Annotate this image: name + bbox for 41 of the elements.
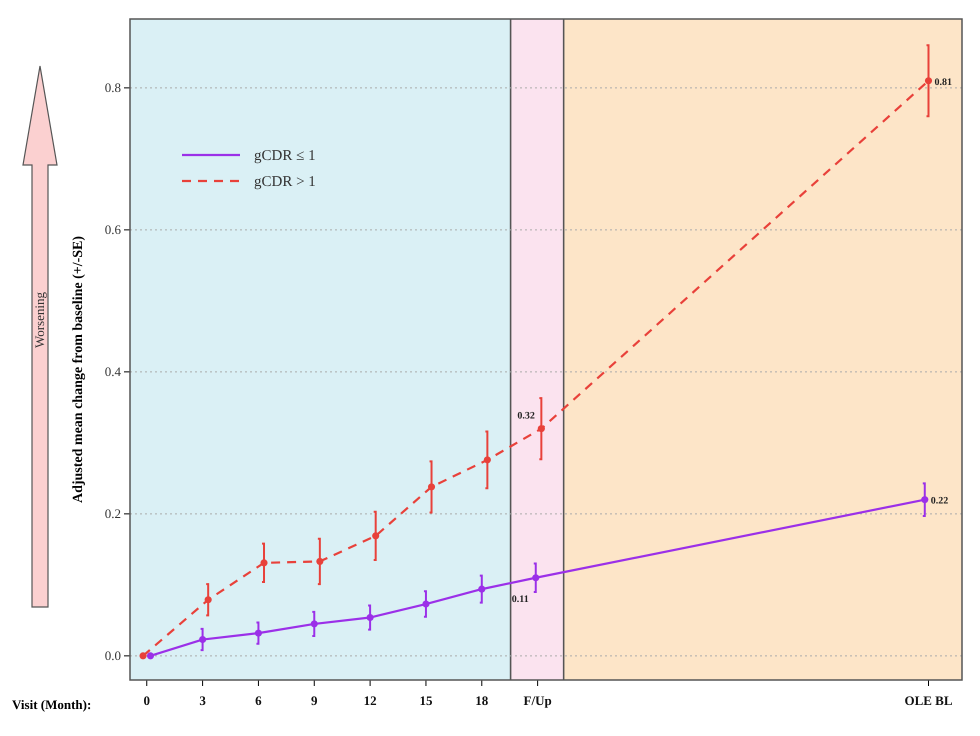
point bbox=[204, 596, 212, 604]
y-tick-label: 0.4 bbox=[104, 364, 122, 380]
x-tick-label: 0 bbox=[144, 693, 150, 708]
point bbox=[316, 558, 324, 565]
legend-label: gCDR > 1 bbox=[254, 174, 316, 190]
x-tick-label: OLE BL bbox=[904, 693, 953, 708]
point bbox=[422, 600, 430, 608]
point bbox=[372, 532, 380, 540]
x-tick-label: 3 bbox=[199, 693, 206, 708]
point bbox=[478, 586, 486, 593]
y-tick-label: 0.0 bbox=[104, 648, 121, 664]
point bbox=[310, 620, 318, 628]
point bbox=[146, 652, 154, 660]
y-tick-label: 0.8 bbox=[104, 80, 121, 96]
x-tick-label: 6 bbox=[255, 693, 262, 708]
point bbox=[532, 574, 540, 582]
point bbox=[139, 652, 147, 660]
point bbox=[921, 496, 928, 504]
x-tick-label: F/Up bbox=[524, 693, 552, 708]
x-axis-title: Visit (Month): bbox=[12, 697, 92, 712]
point bbox=[538, 425, 545, 432]
data-label: 0.32 bbox=[517, 410, 535, 422]
y-tick-label: 0.6 bbox=[104, 222, 122, 238]
point bbox=[366, 614, 374, 622]
y-tick-label: 0.2 bbox=[104, 506, 121, 522]
data-label: 0.22 bbox=[930, 496, 948, 507]
point bbox=[428, 483, 436, 490]
point bbox=[199, 636, 206, 644]
point bbox=[254, 630, 262, 637]
point bbox=[260, 559, 268, 566]
x-tick-label: 12 bbox=[364, 693, 377, 708]
text: Worsening bbox=[32, 292, 47, 348]
x-tick-label: 18 bbox=[475, 693, 489, 708]
data-label: 0.11 bbox=[512, 594, 529, 605]
x-tick-label: 15 bbox=[419, 693, 433, 708]
x-tick-label: 9 bbox=[311, 693, 318, 708]
legend-label: gCDR ≤ 1 bbox=[254, 148, 316, 164]
point bbox=[484, 456, 491, 464]
data-label: 0.81 bbox=[934, 76, 952, 88]
point bbox=[924, 77, 932, 84]
y-axis-title: Adjusted mean change from baseline (+/-SE) bbox=[71, 236, 86, 504]
